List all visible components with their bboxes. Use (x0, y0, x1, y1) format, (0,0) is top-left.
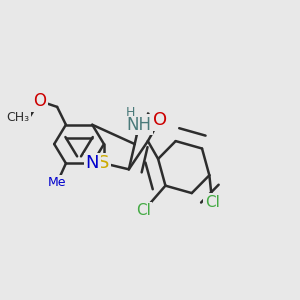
Text: O: O (33, 92, 46, 110)
Text: Cl: Cl (205, 194, 220, 209)
Text: N: N (85, 154, 99, 172)
Text: S: S (98, 154, 110, 172)
Text: NH: NH (127, 116, 152, 134)
Text: CH₃: CH₃ (6, 111, 29, 124)
Text: H: H (126, 106, 135, 119)
Text: O: O (152, 111, 167, 129)
Text: Cl: Cl (136, 203, 151, 218)
Text: Me: Me (48, 176, 66, 189)
